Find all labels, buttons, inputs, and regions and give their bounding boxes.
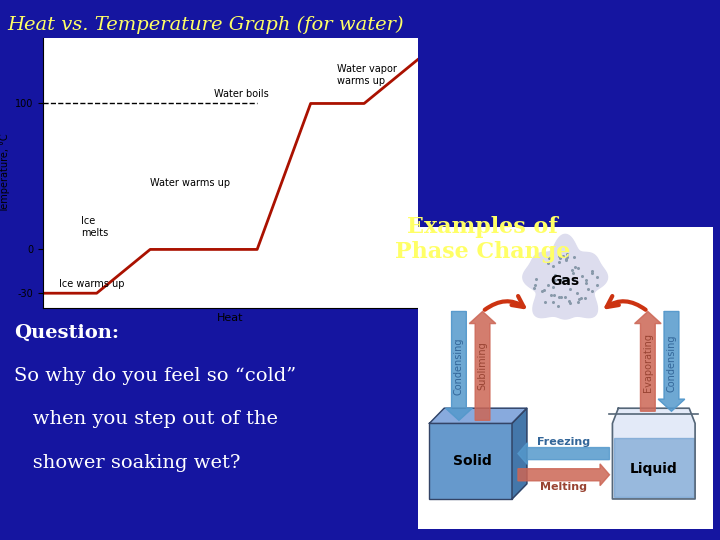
Polygon shape bbox=[518, 443, 609, 464]
Text: Heat vs. Temperature Graph (for water): Heat vs. Temperature Graph (for water) bbox=[7, 16, 404, 35]
Text: Water boils: Water boils bbox=[215, 89, 269, 99]
Y-axis label: Temperature, °C: Temperature, °C bbox=[0, 133, 9, 213]
Text: Condensing: Condensing bbox=[454, 337, 464, 395]
Polygon shape bbox=[614, 438, 693, 497]
X-axis label: Heat: Heat bbox=[217, 313, 243, 323]
Text: Liquid: Liquid bbox=[630, 462, 678, 476]
Polygon shape bbox=[634, 312, 661, 411]
Polygon shape bbox=[518, 464, 609, 485]
Text: Subliming: Subliming bbox=[477, 341, 487, 390]
Text: Gas: Gas bbox=[551, 274, 580, 288]
Text: Ice
melts: Ice melts bbox=[81, 216, 108, 238]
Polygon shape bbox=[613, 408, 695, 499]
Text: Question:: Question: bbox=[14, 324, 120, 342]
Polygon shape bbox=[523, 234, 608, 319]
Polygon shape bbox=[469, 312, 496, 420]
Text: Water warms up: Water warms up bbox=[150, 178, 230, 188]
Text: Condensing: Condensing bbox=[667, 334, 677, 392]
Text: Examples of
Phase Change: Examples of Phase Change bbox=[395, 216, 570, 264]
Text: So why do you feel so “cold”: So why do you feel so “cold” bbox=[14, 367, 297, 385]
Polygon shape bbox=[512, 408, 527, 499]
Text: Ice warms up: Ice warms up bbox=[59, 279, 125, 289]
Text: when you step out of the: when you step out of the bbox=[14, 410, 279, 428]
Text: Water vapor
warms up: Water vapor warms up bbox=[338, 64, 397, 86]
Text: Freezing: Freezing bbox=[537, 436, 590, 447]
Polygon shape bbox=[446, 312, 472, 420]
Polygon shape bbox=[658, 312, 685, 411]
FancyBboxPatch shape bbox=[429, 423, 512, 499]
Text: shower soaking wet?: shower soaking wet? bbox=[14, 454, 241, 471]
Text: Melting: Melting bbox=[540, 482, 588, 492]
Text: Solid: Solid bbox=[453, 454, 492, 468]
Polygon shape bbox=[429, 408, 527, 423]
Text: Evaporating: Evaporating bbox=[643, 333, 653, 393]
